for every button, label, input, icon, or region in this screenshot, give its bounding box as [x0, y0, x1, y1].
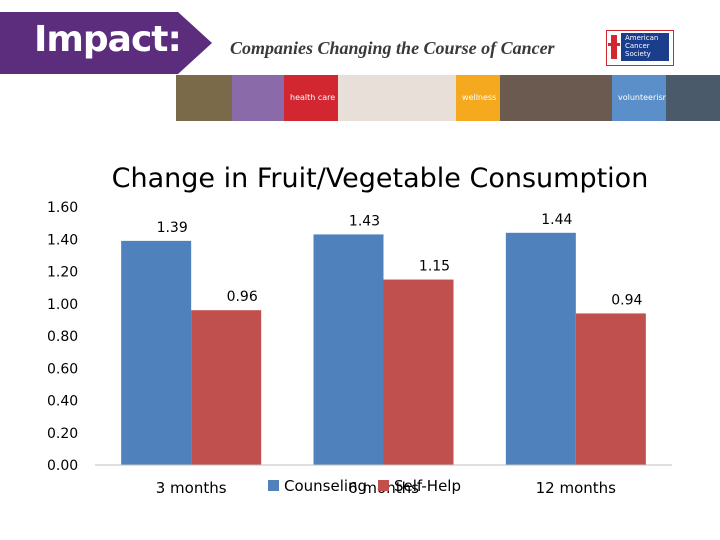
- header-banner: Impact: Companies Changing the Course of…: [0, 0, 720, 125]
- acs-logo-text: American Cancer Society: [625, 34, 659, 58]
- y-tick-label: 0.80: [47, 329, 78, 345]
- data-label: 1.44: [541, 212, 572, 228]
- legend: Counseling Self-Help: [268, 477, 461, 495]
- wellness-label: wellness: [462, 93, 497, 102]
- data-label: 0.96: [227, 289, 258, 305]
- photo-strip-5: [666, 75, 720, 121]
- legend-label: Counseling: [284, 477, 367, 495]
- tagline: Companies Changing the Course of Cancer: [230, 38, 555, 58]
- category-label: 12 months: [536, 479, 617, 497]
- bar-self-help-0: [191, 310, 262, 465]
- y-axis: 0.00 0.20 0.40 0.60 0.80 1.00 1.20 1.40 1.60: [47, 200, 78, 474]
- y-tick-label: 0.40: [47, 394, 78, 410]
- y-tick-label: 0.00: [47, 458, 78, 474]
- y-tick-label: 1.00: [47, 297, 78, 313]
- bars-group: [121, 232, 646, 465]
- health-care-label: health care: [290, 93, 336, 102]
- bar-counseling-1: [313, 234, 384, 465]
- bar-self-help-1: [383, 279, 454, 465]
- bar-self-help-2: [575, 313, 646, 465]
- data-labels-group: 1.39 0.96 1.43 1.15 1.44 0.94: [157, 212, 643, 309]
- legend-label: Self-Help: [394, 477, 461, 495]
- legend-swatch: [268, 480, 279, 491]
- legend-swatch: [378, 480, 389, 491]
- data-label: 0.94: [611, 292, 642, 308]
- impact-arrow-shape: [0, 12, 212, 74]
- y-tick-label: 1.60: [47, 200, 78, 216]
- wellness-tile: wellness: [456, 75, 500, 121]
- bar-counseling-2: [505, 232, 576, 465]
- data-label: 1.15: [419, 259, 450, 275]
- health-care-tile: health care: [284, 75, 338, 121]
- photo-strip-4: [500, 75, 612, 121]
- bar-counseling-0: [121, 240, 192, 465]
- y-tick-label: 0.60: [47, 361, 78, 377]
- impact-title: Impact:: [34, 19, 182, 60]
- data-label: 1.43: [349, 213, 380, 229]
- category-label: 3 months: [156, 479, 227, 497]
- photo-strip-2: [232, 75, 284, 121]
- y-tick-label: 1.20: [47, 265, 78, 281]
- chart-title: Change in Fruit/Vegetable Consumption: [112, 163, 649, 194]
- volunteerism-tile: volunteerism: [612, 75, 670, 121]
- photo-strip-1: [176, 75, 232, 121]
- y-tick-label: 1.40: [47, 232, 78, 248]
- bar-chart: Change in Fruit/Vegetable Consumption 0.…: [47, 163, 672, 497]
- photo-strip-3: [338, 75, 456, 121]
- volunteerism-label: volunteerism: [618, 93, 671, 102]
- acs-logo: American Cancer Society: [606, 30, 674, 66]
- data-label: 1.39: [157, 220, 188, 236]
- y-tick-label: 0.20: [47, 426, 78, 442]
- acs-logo-box: [621, 33, 669, 61]
- sword-icon: [608, 35, 620, 59]
